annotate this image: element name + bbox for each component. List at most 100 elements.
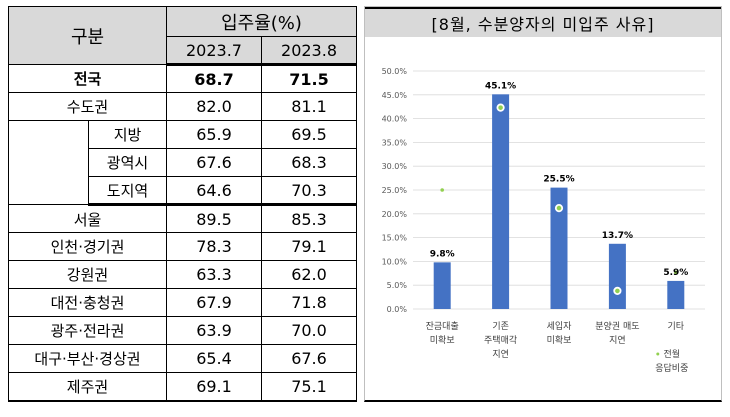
row-label: 전국 [8,64,167,93]
row-label: 도지역 [88,176,167,206]
header-metric: 입주율(%) [165,6,358,37]
row-value-aug: 70.3 [260,176,358,206]
y-tick-label: 40.0% [382,115,408,124]
category-label: 분양권 매도 [595,320,639,332]
y-tick-label: 10.0% [382,257,408,266]
y-tick-label: 30.0% [382,162,408,171]
row-value-aug: 70.0 [260,316,358,345]
header-group: 구분 [8,6,167,65]
row-label: 광역시 [88,148,167,177]
table-row: 광주·전라권 63.9 70.0 [8,316,358,345]
y-tick-label: 5.0% [387,281,408,290]
row-value-jul: 63.9 [166,316,262,345]
row-label: 인천·경기권 [8,232,167,261]
row-value-aug: 79.1 [260,232,358,261]
row-value-jul: 69.1 [166,372,262,402]
row-label: 대전·충청권 [8,288,167,317]
row-value-jul: 78.3 [166,232,262,261]
category-label: 기타 [668,321,685,332]
row-label: 제주권 [8,372,167,402]
row-value-aug: 71.8 [260,288,358,317]
legend-label: 전월 [664,348,681,360]
y-tick-label: 35.0% [382,138,408,147]
category-label: 기존 [492,321,509,332]
table-row: 대전·충청권 67.9 71.8 [8,288,358,317]
row-value-jul: 65.4 [166,344,262,373]
previous-month-marker [554,203,564,213]
row-value-jul: 63.3 [166,260,262,289]
row-label: 광주·전라권 [8,316,167,345]
row-label: 서울 [8,204,167,233]
category-label: 세입자 [547,320,573,332]
previous-month-marker [674,270,678,275]
table-row: 강원권 63.3 62.0 [8,260,358,289]
row-value-aug: 85.3 [260,204,358,233]
bar-value-label: 45.1% [485,81,516,91]
table-row: 전국 68.7 71.5 [8,64,358,93]
table-row: 광역시 67.6 68.3 [9,148,358,177]
bar-value-label: 9.8% [430,249,455,259]
row-value-aug: 71.5 [260,64,358,93]
table-row: 서울 89.5 85.3 [8,204,358,233]
y-tick-label: 50.0% [382,67,408,76]
row-value-jul: 67.9 [166,288,262,317]
y-axis-ticks: 0.0% 5.0% 10.0% 15.0% 20.0% 25.0% 30.0% 35.0% 40… [382,67,408,314]
row-value-aug: 81.1 [260,92,358,121]
y-tick-label: 0.0% [387,305,408,314]
row-value-aug: 67.6 [260,344,358,373]
bars [433,94,685,309]
category-label: 지연 [609,335,626,346]
row-value-aug: 69.5 [260,120,358,149]
chart-panel: [8월, 수분양자의 미입주 사유] 0.0% 5.0% 10.0% 15.0% 20.… [364,6,722,402]
table-row: 지방 65.9 69.5 [8,120,358,205]
chart-title: [8월, 수분양자의 미입주 사유] [365,7,721,37]
row-value-aug: 75.1 [260,372,358,402]
bar [667,280,685,309]
row-value-jul: 67.6 [166,148,262,177]
table-row: 도지역 64.6 70.3 [9,176,358,206]
previous-month-marker [440,188,444,192]
row-value-aug: 68.3 [260,148,358,177]
row-value-jul: 68.7 [166,64,262,93]
table-row: 제주권 69.1 75.1 [8,372,358,402]
row-value-aug: 62.0 [260,260,358,289]
row-value-jul: 65.9 [166,120,262,149]
y-tick-label: 45.0% [382,91,408,100]
y-tick-label: 25.0% [382,186,408,195]
row-label: 강원권 [8,260,167,289]
bar-value-label: 5.9% [663,268,688,278]
category-label: 지연 [492,349,509,360]
bar [550,187,568,309]
bar-value-label: 25.5% [543,175,574,185]
bar-chart: 0.0% 5.0% 10.0% 15.0% 20.0% 25.0% 30.0% 35.0% 40… [382,67,705,374]
category-label: 주택매각 [484,334,517,346]
row-label: 수도권 [8,92,167,121]
bar [492,94,510,309]
header-col-2023-8: 2023.8 [260,36,358,66]
category-label: 잔금대출 [426,321,459,332]
header-col-2023-7: 2023.7 [166,36,262,66]
table-row: 수도권 82.0 81.1 [8,92,358,121]
category-label: 미확보 [430,334,455,346]
table-row: 대구·부산·경상권 65.4 67.6 [8,344,358,373]
row-value-jul: 89.5 [166,204,262,233]
category-label: 미확보 [547,334,572,346]
occupancy-rate-table: 구분 입주율(%) 2023.7 2023.8 전국 68.7 71.5 수도권… [8,6,358,402]
row-label: 대구·부산·경상권 [8,344,167,373]
previous-month-marker [496,103,505,112]
legend-label: 응답비중 [655,362,688,374]
legend-marker-icon [656,352,660,356]
previous-month-marker [613,286,622,296]
y-tick-label: 20.0% [382,210,408,219]
row-value-jul: 82.0 [166,92,262,121]
table-row: 인천·경기권 78.3 79.1 [8,232,358,261]
bar [433,262,451,309]
row-label: 지방 [88,120,167,149]
bar [608,243,626,309]
bar-value-label: 13.7% [602,231,633,241]
y-tick-label: 15.0% [382,234,408,243]
row-value-jul: 64.6 [166,176,262,206]
data-labels: 9.8% 45.1% 25.5% 13.7% 5.9% [430,81,689,278]
indent-spacer [8,120,89,205]
